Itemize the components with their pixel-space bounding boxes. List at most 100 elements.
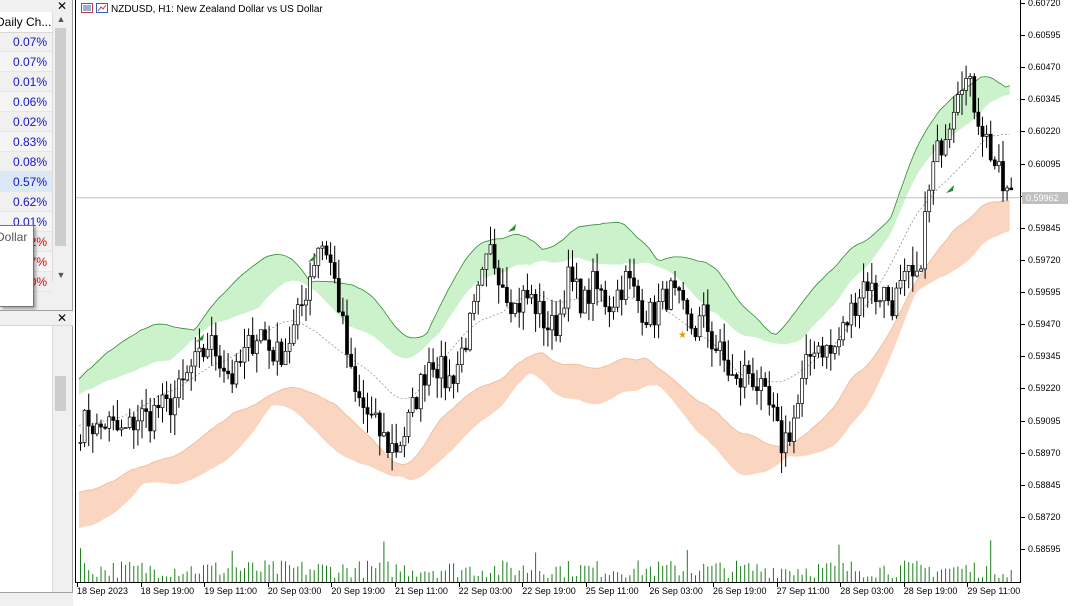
scrollbar-thumb[interactable] xyxy=(55,376,66,411)
candle-body xyxy=(488,244,493,255)
candle-body xyxy=(357,391,362,399)
candle-body xyxy=(86,409,91,427)
candle-body xyxy=(927,189,932,212)
candle-body xyxy=(1009,187,1014,191)
navigator-panel-header xyxy=(0,310,73,326)
candle-body xyxy=(172,397,177,416)
candle-body xyxy=(681,289,686,301)
list-item[interactable]: 0.01% xyxy=(0,72,52,92)
candle-body xyxy=(640,300,645,323)
candle-body xyxy=(984,133,989,137)
candle-body xyxy=(242,346,247,363)
price-tick xyxy=(1021,3,1025,4)
candle-body xyxy=(423,374,427,386)
candle-body xyxy=(738,378,743,388)
list-item[interactable]: 0.07% xyxy=(0,32,52,52)
time-tick xyxy=(267,583,269,587)
list-item-selected[interactable]: 0.57% xyxy=(0,172,52,192)
candle-body xyxy=(964,78,968,91)
price-tick-label: 0.60470 xyxy=(1028,62,1061,73)
time-axis[interactable]: 18 Sep 2023 18 Sep 19:00 19 Sep 11:00 20 Se… xyxy=(75,583,1021,605)
scrollbar-thumb[interactable] xyxy=(55,28,66,246)
candle-body xyxy=(673,280,677,289)
candle-body xyxy=(886,286,891,301)
candle-body xyxy=(279,341,284,366)
candle-body xyxy=(919,268,923,272)
time-tick-label: 29 Sep 11:00 xyxy=(967,586,1021,596)
time-tick xyxy=(458,583,460,587)
candle-body xyxy=(78,442,83,444)
candle-body xyxy=(742,364,747,388)
daily-change-column-header[interactable]: Daily Ch... xyxy=(0,12,52,33)
candle-body xyxy=(332,262,337,279)
candle-body xyxy=(755,386,759,391)
list-item[interactable]: 0.07% xyxy=(0,52,52,72)
price-axis[interactable]: 0.60720 0.60595 0.60470 0.60345 0.60220 0.600… xyxy=(1021,0,1076,583)
candle-body xyxy=(783,432,788,454)
price-tick xyxy=(1021,292,1025,294)
candle-body xyxy=(410,397,415,413)
navigator-close-icon[interactable]: ✕ xyxy=(56,311,68,325)
chart-window[interactable] xyxy=(75,0,1021,583)
market-watch-scrollbar[interactable]: ▲ ▼ xyxy=(52,12,68,282)
candle-body xyxy=(414,397,419,410)
list-item[interactable]: 0.02% xyxy=(0,112,52,132)
price-tick-label: 0.59595 xyxy=(1028,287,1061,298)
candle-body xyxy=(500,284,505,288)
candle-body xyxy=(902,270,907,281)
candle-body xyxy=(390,443,394,453)
lower-envelope-line xyxy=(78,200,1010,493)
scroll-up-icon[interactable]: ▲ xyxy=(56,14,66,24)
candle-body xyxy=(890,300,895,317)
candle-body xyxy=(800,377,804,404)
price-tick-label: 0.58845 xyxy=(1028,479,1061,490)
candle-body xyxy=(623,271,628,301)
navigator-scrollbar[interactable] xyxy=(52,326,68,592)
scroll-down-icon[interactable]: ▼ xyxy=(56,270,66,280)
price-chart-canvas[interactable]: ★ xyxy=(76,0,1020,582)
candle-body xyxy=(976,111,981,127)
candle-body xyxy=(853,302,858,316)
price-tick xyxy=(1021,549,1025,550)
candle-body xyxy=(254,340,259,354)
candle-body xyxy=(259,329,263,342)
candle-body xyxy=(677,287,681,291)
candle-body xyxy=(140,408,144,422)
candle-body xyxy=(730,374,735,376)
price-tick xyxy=(1021,35,1025,37)
candle-body xyxy=(123,427,128,429)
candle-body xyxy=(181,378,185,381)
candle-body xyxy=(972,76,977,113)
candle-body xyxy=(574,278,579,283)
candle-body xyxy=(521,289,526,313)
candle-body xyxy=(148,411,153,432)
upper-envelope-line xyxy=(78,76,1010,380)
list-item[interactable]: 0.83% xyxy=(0,132,52,152)
candle-body xyxy=(787,432,792,442)
candle-body xyxy=(644,322,649,326)
candle-body xyxy=(771,404,776,408)
candle-body xyxy=(701,304,706,317)
candle-body xyxy=(648,301,653,326)
list-item[interactable]: 0.06% xyxy=(0,92,52,112)
list-item[interactable]: 0.62% xyxy=(0,192,52,212)
candle-body xyxy=(505,287,509,303)
candle-body xyxy=(349,353,353,367)
candle-body xyxy=(841,322,845,341)
time-tick xyxy=(204,583,206,587)
list-item[interactable]: 0.08% xyxy=(0,152,52,172)
candle-body xyxy=(447,375,452,389)
candle-body xyxy=(156,404,161,409)
candle-body xyxy=(246,334,251,348)
candle-body xyxy=(136,420,140,431)
candle-body xyxy=(734,374,739,379)
candle-body xyxy=(373,412,378,415)
candle-body xyxy=(312,265,317,278)
candle-body xyxy=(345,315,349,355)
candle-body xyxy=(464,347,468,351)
market-watch-close-icon[interactable]: ✕ xyxy=(56,0,68,13)
candle-body xyxy=(435,369,440,379)
price-tick xyxy=(1021,227,1025,229)
candle-body xyxy=(611,306,616,313)
time-tick-label: 19 Sep 11:00 xyxy=(204,586,258,596)
